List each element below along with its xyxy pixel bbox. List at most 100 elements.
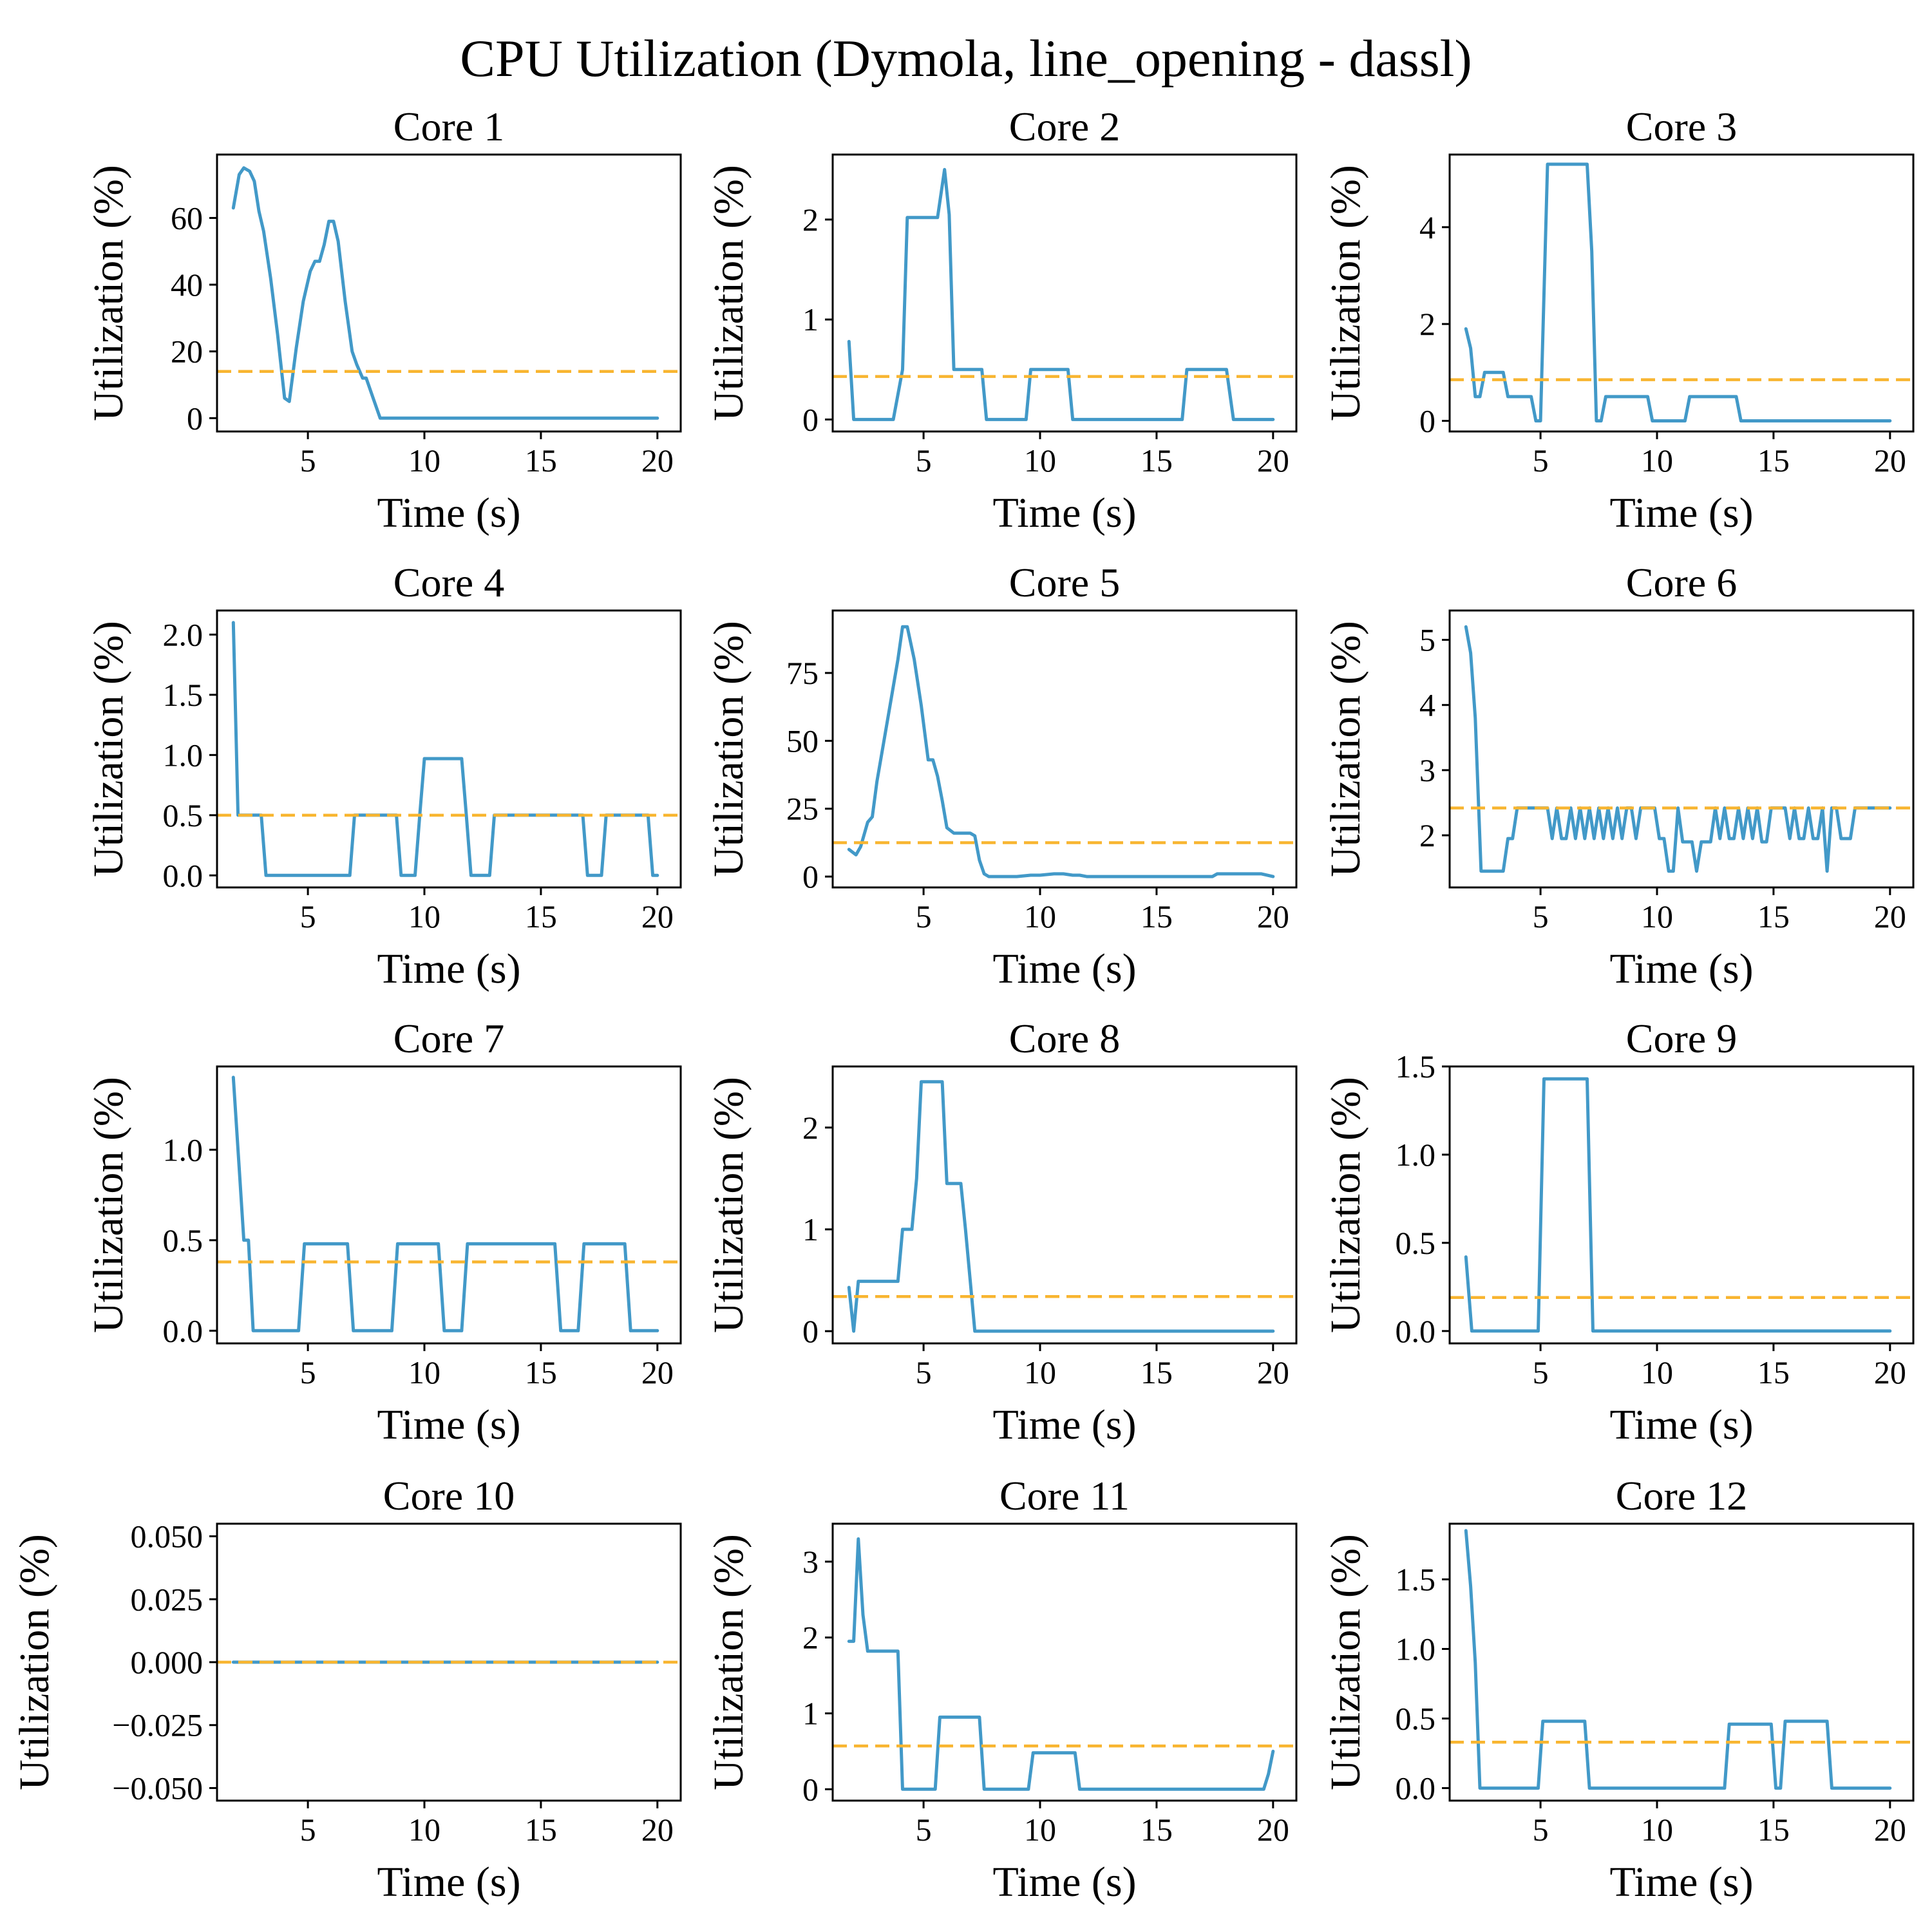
subplot-core-7: Core 7 5 10 15 20 0.0 0.5 1.0 Time (s) Utilizatio… bbox=[85, 1016, 682, 1448]
x-tick-label: 15 bbox=[1141, 1812, 1173, 1848]
y-tick-label: −0.025 bbox=[112, 1707, 203, 1743]
x-tick-label: 20 bbox=[1874, 442, 1906, 478]
y-tick-label: 2 bbox=[802, 202, 819, 238]
x-tick-label: 20 bbox=[1257, 442, 1289, 478]
subplot-core-10: Core 10 5 10 15 20 −0.050 −0.025 0.000 0.025 0.05… bbox=[11, 1473, 682, 1906]
y-tick-label: 40 bbox=[171, 267, 203, 303]
y-axis-label: Utilization (%) bbox=[85, 165, 132, 421]
x-tick-label: 10 bbox=[1024, 442, 1056, 478]
y-axis-label: Utilization (%) bbox=[85, 1077, 132, 1333]
y-axis-label: Utilization (%) bbox=[1322, 1534, 1369, 1790]
subplot-title: Core 10 bbox=[383, 1473, 515, 1519]
y-tick-label: 20 bbox=[171, 334, 203, 370]
subplot-core-2: Core 2 5 10 15 20 0 1 2 Time (s) Utilization (%) bbox=[705, 104, 1298, 536]
y-tick-label: 1.0 bbox=[1396, 1137, 1436, 1173]
plot-area-frame bbox=[1448, 1522, 1915, 1802]
x-tick-label: 15 bbox=[1757, 1812, 1790, 1848]
utilization-series-line bbox=[1464, 1529, 1892, 1790]
chart-title: CPU Utilization (Dymola, line_opening - … bbox=[460, 29, 1472, 88]
x-tick-label: 15 bbox=[525, 1354, 557, 1390]
utilization-series-line bbox=[231, 166, 659, 420]
x-tick-label: 15 bbox=[525, 442, 557, 478]
x-tick-label: 20 bbox=[641, 1354, 674, 1390]
x-tick-label: 15 bbox=[1757, 1354, 1790, 1390]
y-tick-label: 0.0 bbox=[1396, 1770, 1436, 1806]
x-axis-label: Time (s) bbox=[992, 1859, 1136, 1906]
x-tick-label: 15 bbox=[525, 1812, 557, 1848]
y-tick-label: 5 bbox=[1419, 622, 1435, 658]
plot-area-frame bbox=[1448, 1065, 1915, 1345]
x-tick-label: 5 bbox=[916, 1812, 932, 1848]
x-tick-label: 10 bbox=[1024, 898, 1056, 934]
x-tick-label: 10 bbox=[1641, 898, 1673, 934]
x-tick-label: 15 bbox=[525, 898, 557, 934]
subplot-core-8: Core 8 5 10 15 20 0 1 2 Time (s) Utilization (%) bbox=[705, 1016, 1298, 1448]
subplot-title: Core 1 bbox=[393, 104, 504, 149]
x-tick-label: 15 bbox=[1141, 898, 1173, 934]
y-axis-label: Utilization (%) bbox=[1322, 1077, 1369, 1333]
subplot-title: Core 6 bbox=[1626, 560, 1737, 605]
plot-area-frame bbox=[216, 153, 682, 433]
y-tick-label: 0 bbox=[802, 1771, 819, 1807]
y-tick-label: 1.0 bbox=[1396, 1631, 1436, 1667]
utilization-series-line bbox=[847, 625, 1275, 878]
x-tick-label: 10 bbox=[408, 1812, 440, 1848]
y-tick-label: 0.0 bbox=[163, 1312, 204, 1349]
y-tick-label: 2 bbox=[802, 1620, 819, 1656]
x-tick-label: 5 bbox=[1533, 442, 1549, 478]
y-tick-label: 1.5 bbox=[163, 677, 204, 713]
y-tick-label: 1 bbox=[802, 1696, 819, 1732]
y-tick-label: 0 bbox=[802, 858, 819, 895]
y-axis-label: Utilization (%) bbox=[705, 165, 752, 421]
y-tick-label: 1 bbox=[802, 1211, 819, 1247]
y-tick-label: 25 bbox=[786, 791, 819, 827]
subplot-title: Core 12 bbox=[1616, 1473, 1747, 1519]
y-tick-label: 2 bbox=[802, 1110, 819, 1146]
subplot-title: Core 11 bbox=[999, 1473, 1130, 1519]
x-tick-label: 10 bbox=[1024, 1812, 1056, 1848]
x-tick-label: 5 bbox=[300, 1812, 316, 1848]
x-tick-label: 5 bbox=[916, 898, 932, 934]
y-tick-label: 3 bbox=[802, 1544, 819, 1580]
plot-area-frame bbox=[831, 609, 1298, 889]
x-tick-label: 10 bbox=[1024, 1354, 1056, 1390]
x-axis-label: Time (s) bbox=[1609, 489, 1753, 536]
y-tick-label: 1.5 bbox=[1396, 1048, 1436, 1084]
x-tick-label: 5 bbox=[1533, 898, 1549, 934]
x-axis-label: Time (s) bbox=[377, 1401, 520, 1448]
y-tick-label: 1.0 bbox=[163, 1132, 204, 1168]
y-tick-label: 50 bbox=[786, 723, 819, 759]
subplot-title: Core 3 bbox=[1626, 104, 1737, 149]
subplot-core-6: Core 6 5 10 15 20 2 3 4 5 Time (s) Utilization (%) bbox=[1322, 560, 1915, 992]
y-tick-label: 1.5 bbox=[1396, 1561, 1436, 1597]
y-axis-label: Utilization (%) bbox=[85, 621, 132, 877]
x-tick-label: 15 bbox=[1757, 442, 1790, 478]
x-tick-label: 10 bbox=[1641, 1354, 1673, 1390]
y-tick-label: 0.050 bbox=[131, 1519, 204, 1555]
y-tick-label: 0.025 bbox=[131, 1581, 204, 1617]
x-axis-label: Time (s) bbox=[992, 945, 1136, 992]
y-tick-label: 0.0 bbox=[1396, 1313, 1436, 1349]
x-tick-label: 15 bbox=[1757, 898, 1790, 934]
plot-area-frame bbox=[831, 1522, 1298, 1802]
x-tick-label: 20 bbox=[1874, 898, 1906, 934]
subplot-core-5: Core 5 5 10 15 20 0 25 50 75 Time (s) Utilization … bbox=[705, 560, 1298, 992]
plot-area-frame bbox=[1448, 153, 1915, 433]
y-axis-label: Utilization (%) bbox=[11, 1534, 58, 1790]
subplot-core-12: Core 12 5 10 15 20 0.0 0.5 1.0 1.5 Time (s) Utiliz… bbox=[1322, 1473, 1915, 1906]
x-tick-label: 20 bbox=[1257, 1812, 1289, 1848]
x-tick-label: 5 bbox=[1533, 1354, 1549, 1390]
plot-area-frame bbox=[216, 1522, 682, 1802]
x-axis-label: Time (s) bbox=[377, 1859, 520, 1906]
x-tick-label: 5 bbox=[300, 1354, 316, 1390]
y-axis-label: Utilization (%) bbox=[705, 621, 752, 877]
x-tick-label: 20 bbox=[1874, 1354, 1906, 1390]
x-tick-label: 10 bbox=[1641, 1812, 1673, 1848]
subplot-core-3: Core 3 5 10 15 20 0 2 4 Time (s) Utilization (%) bbox=[1322, 104, 1915, 536]
x-axis-label: Time (s) bbox=[1609, 1401, 1753, 1448]
subplot-title: Core 4 bbox=[393, 560, 504, 605]
y-tick-label: 4 bbox=[1419, 209, 1435, 245]
x-tick-label: 10 bbox=[408, 442, 440, 478]
